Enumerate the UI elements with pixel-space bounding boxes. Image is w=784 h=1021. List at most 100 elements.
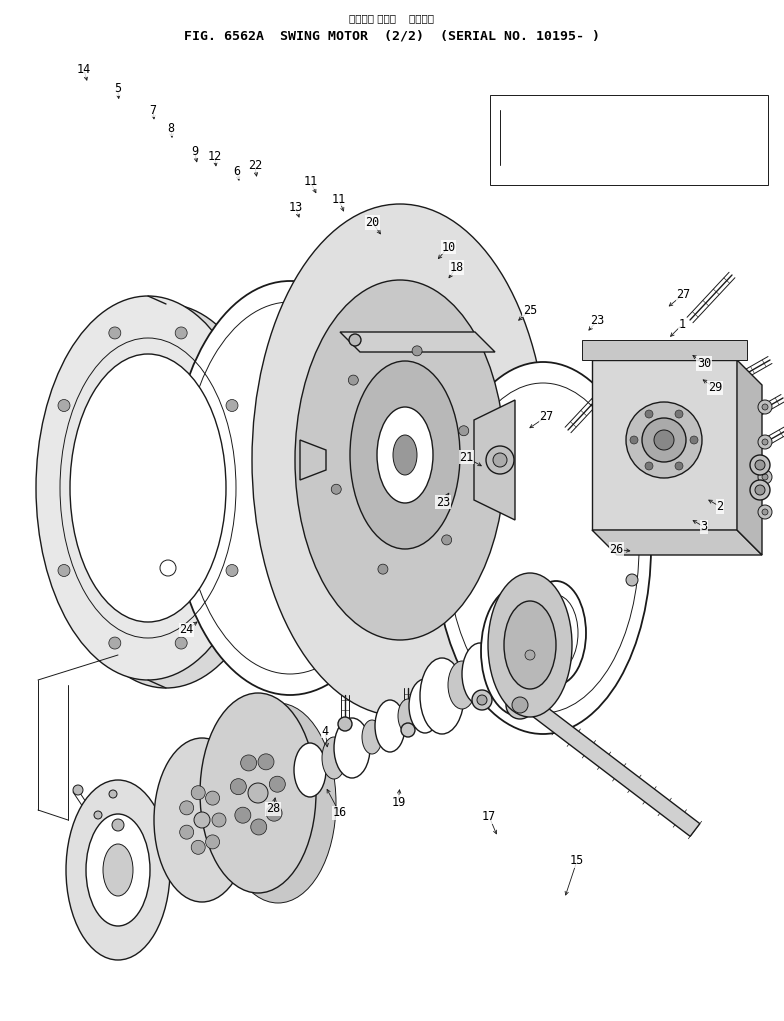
Text: 27: 27 bbox=[539, 410, 554, 423]
Circle shape bbox=[493, 453, 507, 467]
Circle shape bbox=[205, 791, 220, 806]
Circle shape bbox=[226, 565, 238, 577]
Ellipse shape bbox=[350, 361, 460, 549]
Circle shape bbox=[758, 505, 772, 519]
Circle shape bbox=[94, 811, 102, 819]
Circle shape bbox=[109, 327, 121, 339]
Circle shape bbox=[349, 334, 361, 346]
Circle shape bbox=[675, 410, 683, 418]
Text: 25: 25 bbox=[523, 304, 537, 317]
Text: 26: 26 bbox=[609, 543, 623, 555]
Text: スイング モータ    適用号機: スイング モータ 適用号機 bbox=[350, 13, 434, 23]
Ellipse shape bbox=[200, 693, 316, 893]
Text: 28: 28 bbox=[266, 803, 280, 815]
Circle shape bbox=[191, 840, 205, 855]
Ellipse shape bbox=[409, 679, 441, 733]
Circle shape bbox=[258, 753, 274, 770]
Polygon shape bbox=[340, 332, 495, 352]
Ellipse shape bbox=[70, 354, 226, 622]
Circle shape bbox=[109, 790, 117, 798]
Text: 17: 17 bbox=[482, 811, 496, 823]
Text: 20: 20 bbox=[365, 216, 379, 229]
Circle shape bbox=[762, 509, 768, 515]
Text: 7: 7 bbox=[149, 104, 157, 116]
Circle shape bbox=[235, 808, 251, 823]
Ellipse shape bbox=[54, 304, 278, 688]
Circle shape bbox=[412, 346, 422, 356]
Ellipse shape bbox=[393, 435, 417, 475]
Circle shape bbox=[73, 785, 83, 795]
Polygon shape bbox=[300, 440, 326, 480]
Text: 2: 2 bbox=[716, 500, 724, 513]
Polygon shape bbox=[474, 400, 515, 520]
Circle shape bbox=[645, 410, 653, 418]
Ellipse shape bbox=[448, 661, 476, 709]
Text: 4: 4 bbox=[321, 725, 329, 737]
Circle shape bbox=[755, 460, 765, 470]
Circle shape bbox=[241, 755, 256, 771]
Circle shape bbox=[180, 825, 194, 839]
Polygon shape bbox=[326, 332, 500, 588]
Polygon shape bbox=[592, 530, 762, 555]
Circle shape bbox=[378, 565, 388, 574]
Circle shape bbox=[675, 461, 683, 470]
Ellipse shape bbox=[398, 699, 418, 733]
Text: 18: 18 bbox=[449, 261, 463, 274]
Circle shape bbox=[112, 819, 124, 831]
Text: 15: 15 bbox=[570, 855, 584, 867]
Ellipse shape bbox=[435, 362, 651, 734]
Ellipse shape bbox=[103, 844, 133, 896]
Ellipse shape bbox=[420, 658, 464, 734]
Circle shape bbox=[175, 327, 187, 339]
Circle shape bbox=[160, 560, 176, 576]
Circle shape bbox=[332, 484, 341, 494]
Circle shape bbox=[348, 375, 358, 385]
Circle shape bbox=[626, 574, 638, 586]
Circle shape bbox=[226, 399, 238, 411]
Text: 23: 23 bbox=[436, 496, 450, 508]
Polygon shape bbox=[493, 674, 700, 836]
Text: 14: 14 bbox=[77, 63, 91, 76]
Ellipse shape bbox=[377, 407, 433, 503]
Circle shape bbox=[506, 691, 534, 719]
Ellipse shape bbox=[295, 280, 505, 640]
Ellipse shape bbox=[252, 204, 548, 716]
Circle shape bbox=[58, 565, 70, 577]
Circle shape bbox=[212, 813, 226, 827]
Circle shape bbox=[758, 400, 772, 414]
Text: 5: 5 bbox=[114, 83, 122, 95]
Text: 8: 8 bbox=[167, 123, 175, 135]
Circle shape bbox=[248, 783, 268, 803]
Ellipse shape bbox=[488, 573, 572, 717]
Text: 1: 1 bbox=[678, 319, 686, 331]
Text: 19: 19 bbox=[391, 796, 405, 809]
Circle shape bbox=[750, 480, 770, 500]
Ellipse shape bbox=[504, 601, 556, 689]
Circle shape bbox=[338, 717, 352, 731]
Text: 27: 27 bbox=[677, 288, 691, 300]
Circle shape bbox=[525, 650, 535, 660]
Circle shape bbox=[758, 435, 772, 449]
Circle shape bbox=[690, 436, 698, 444]
Ellipse shape bbox=[362, 720, 382, 753]
Circle shape bbox=[762, 404, 768, 410]
Ellipse shape bbox=[462, 643, 498, 704]
Text: 21: 21 bbox=[459, 451, 474, 464]
Ellipse shape bbox=[481, 586, 557, 716]
Circle shape bbox=[191, 786, 205, 799]
Text: 10: 10 bbox=[441, 241, 456, 253]
Circle shape bbox=[626, 402, 702, 478]
Ellipse shape bbox=[220, 703, 336, 903]
Ellipse shape bbox=[36, 296, 260, 680]
Circle shape bbox=[266, 806, 282, 821]
Circle shape bbox=[194, 812, 210, 828]
Circle shape bbox=[472, 690, 492, 710]
Ellipse shape bbox=[486, 638, 514, 686]
Circle shape bbox=[630, 436, 638, 444]
Circle shape bbox=[755, 485, 765, 495]
Circle shape bbox=[758, 470, 772, 484]
Ellipse shape bbox=[322, 737, 346, 779]
Circle shape bbox=[512, 697, 528, 713]
Text: 9: 9 bbox=[191, 145, 198, 157]
Ellipse shape bbox=[526, 581, 586, 685]
